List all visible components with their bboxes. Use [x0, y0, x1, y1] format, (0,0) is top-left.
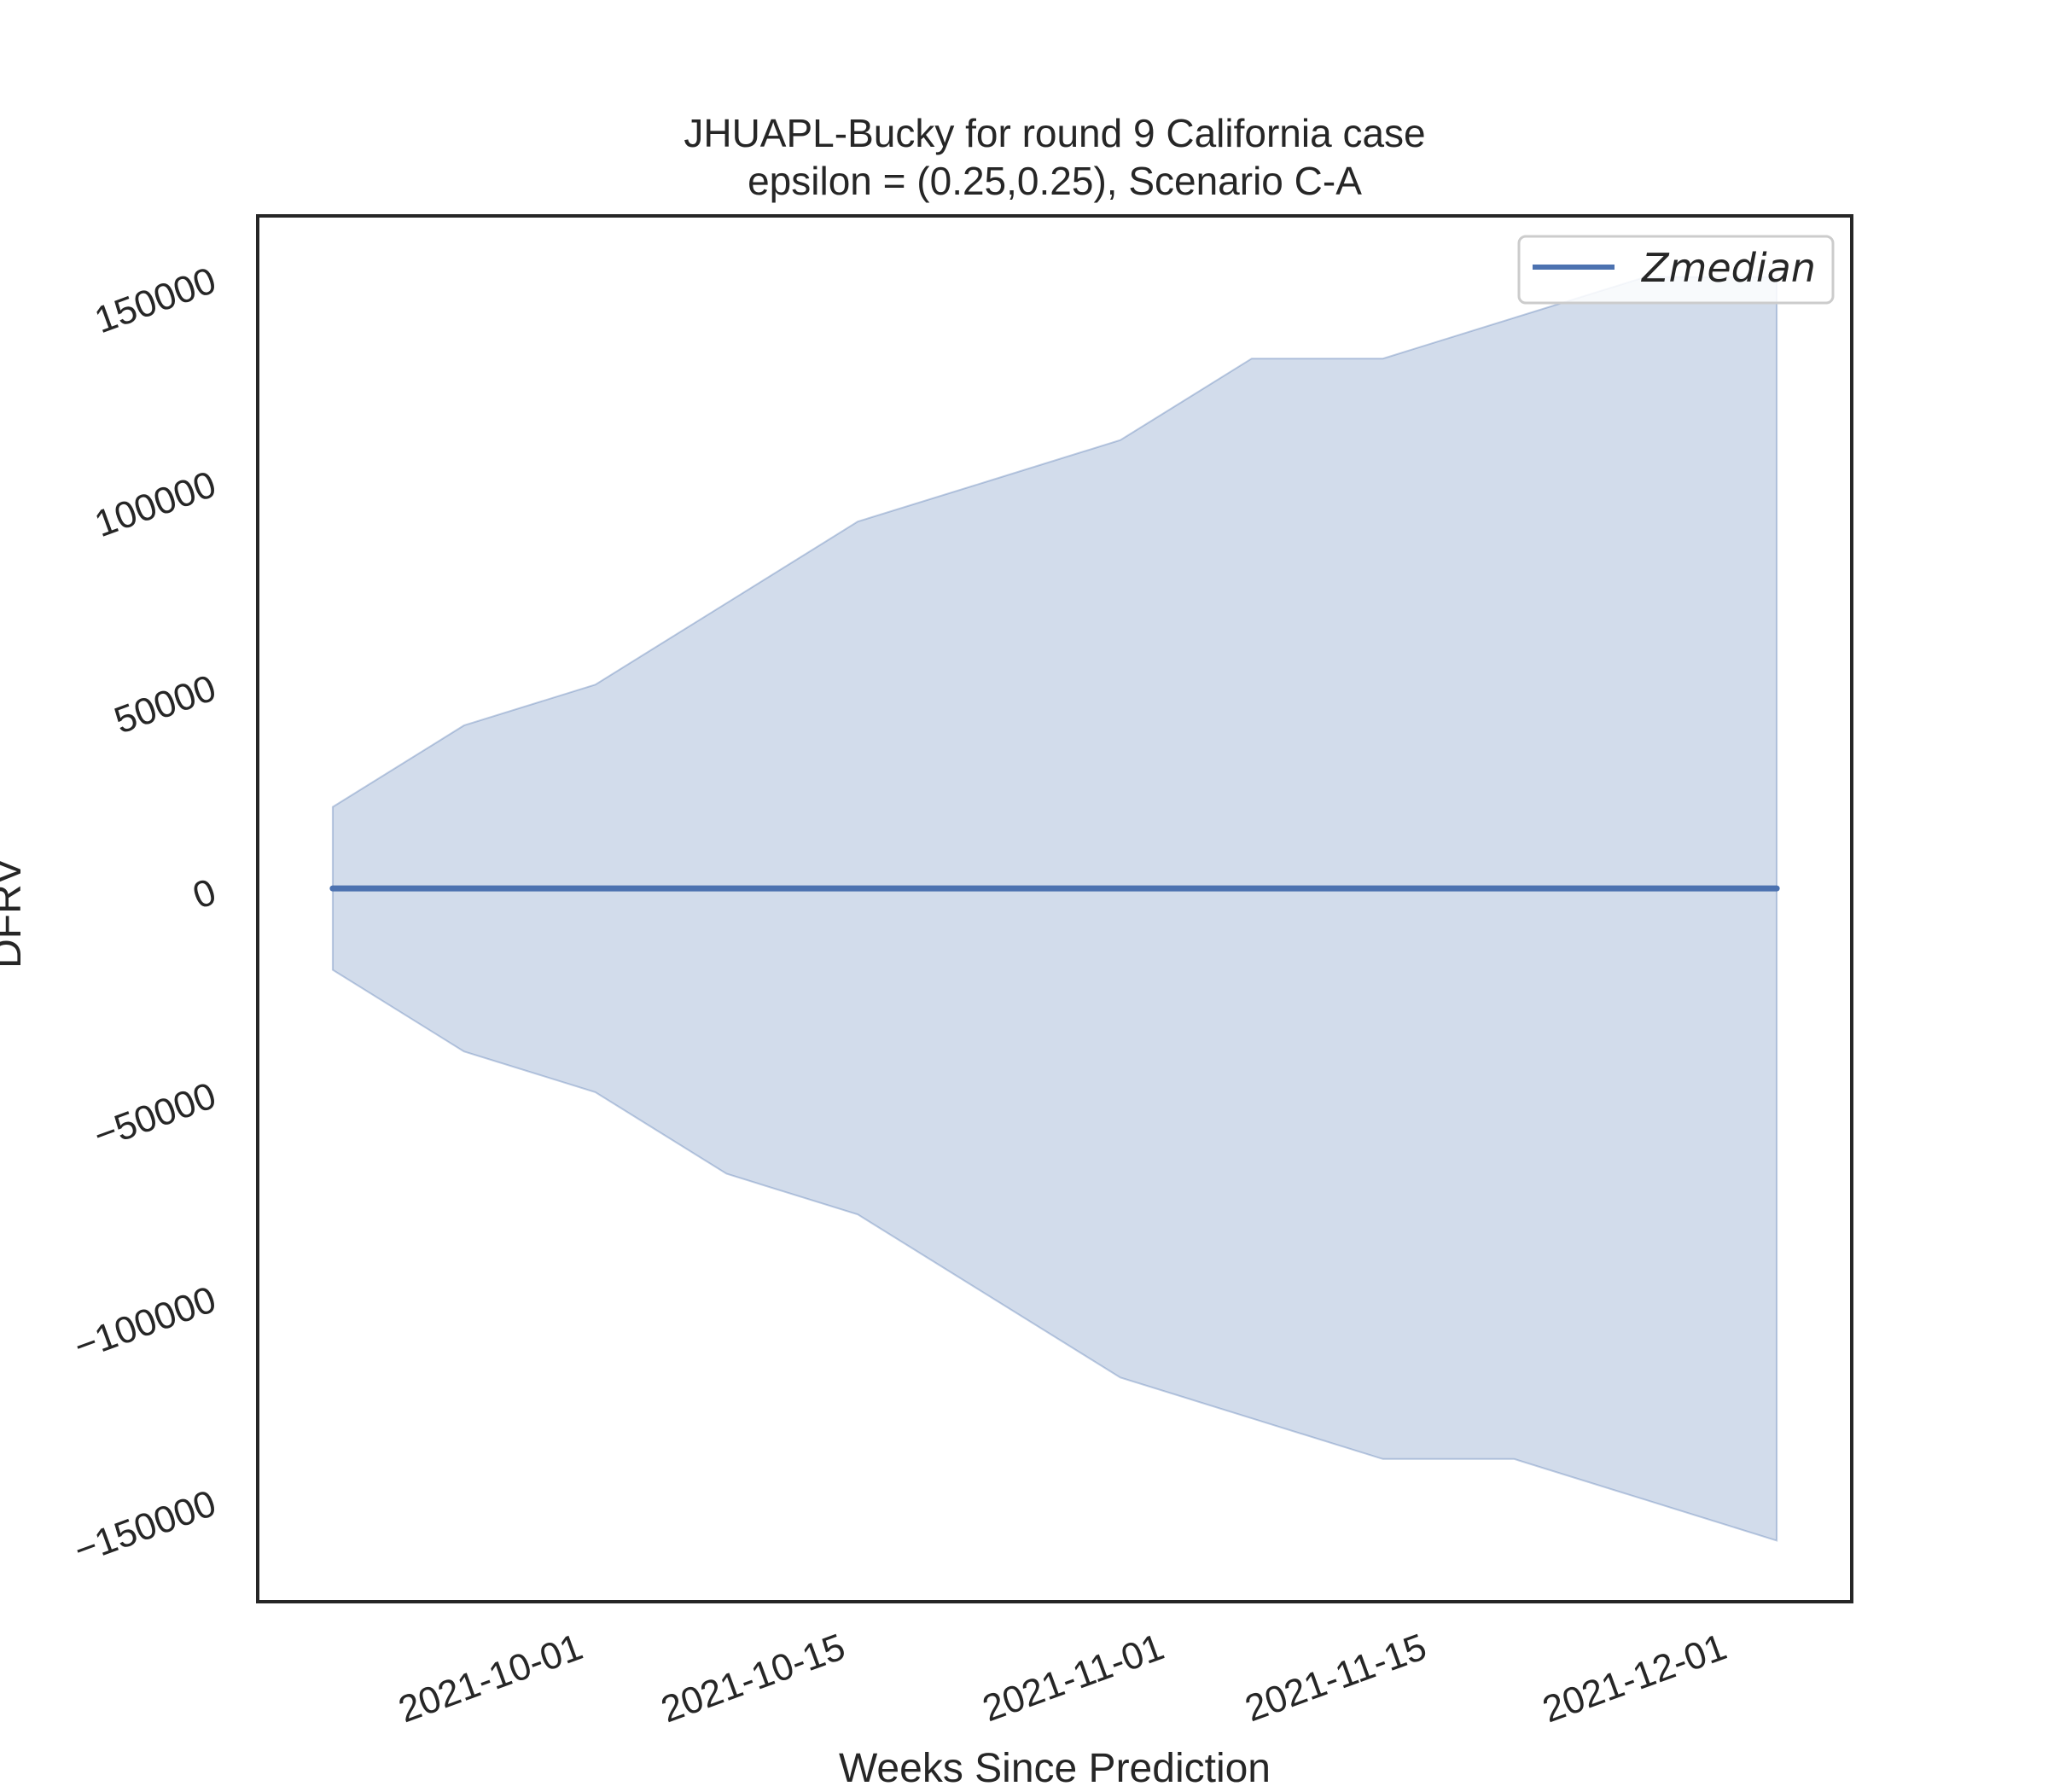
plot-area: [329, 276, 1780, 1542]
x-tick-label: 2021-11-15: [1240, 1626, 1432, 1730]
y-tick-label: 50000: [109, 667, 222, 742]
plot-frame: [256, 214, 1853, 1603]
legend: Zmedian: [1517, 235, 1835, 305]
x-tick-label: 2021-11-01: [977, 1626, 1169, 1730]
chart-title-line2: epsilon = (0.25,0.25), Scenario C-A: [748, 159, 1362, 203]
y-tick-label: −50000: [89, 1074, 222, 1157]
x-tick-label: 2021-12-01: [1537, 1626, 1731, 1731]
x-axis-label: Weeks Since Prediction: [839, 1746, 1271, 1791]
y-tick-label: −100000: [69, 1278, 222, 1368]
y-tick-label: 150000: [90, 259, 222, 341]
y-axis-label: DFRV: [0, 858, 30, 969]
legend-box: [1517, 235, 1835, 305]
chart-title-line1: JHUAPL-Bucky for round 9 California case: [684, 111, 1425, 155]
y-tick-label: −150000: [69, 1482, 222, 1572]
x-tick-label: 2021-10-15: [655, 1626, 850, 1731]
y-axis-ticks: 150000 100000 50000 0 −50000 −100000 −150000: [69, 259, 222, 1572]
x-tick-label: 2021-10-01: [393, 1626, 588, 1731]
legend-label-zmedian: Zmedian: [1640, 245, 1816, 291]
y-tick-label: 0: [188, 870, 222, 916]
y-tick-label: 100000: [90, 463, 222, 545]
x-axis-ticks: 2021-10-01 2021-10-15 2021-11-01 2021-11-15…: [393, 1626, 1732, 1731]
confidence-band: [331, 276, 1778, 1542]
